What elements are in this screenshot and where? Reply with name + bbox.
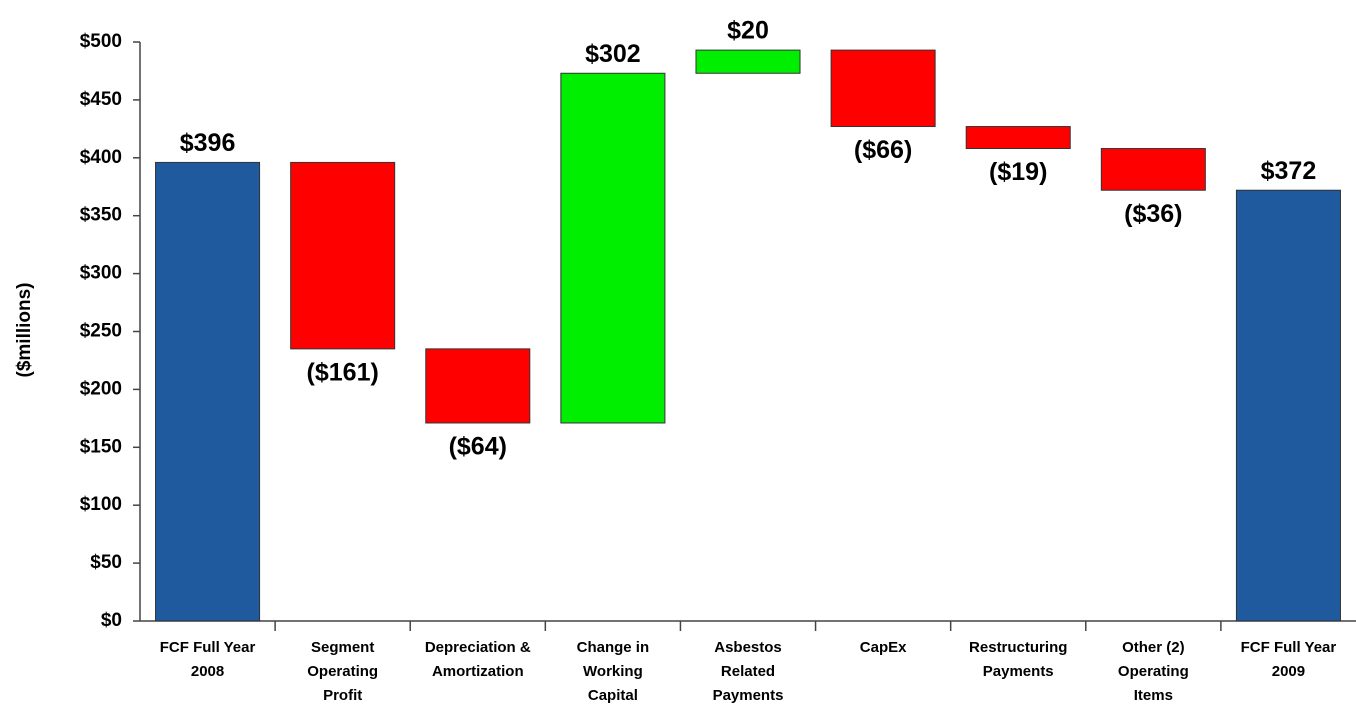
bar <box>1235 189 1341 622</box>
x-tick-label-line: Capital <box>588 687 638 704</box>
bar <box>290 161 396 350</box>
bar <box>1100 148 1206 191</box>
bar <box>695 49 801 74</box>
x-tick-label-line: Other (2) <box>1122 639 1185 656</box>
bar <box>425 348 531 424</box>
x-tick-label-line: Working <box>583 663 643 680</box>
value-label: $302 <box>585 40 641 68</box>
x-tick-label: Asbestos Related Payments <box>713 639 784 704</box>
y-tick-label: $450 <box>80 89 122 110</box>
x-tick-label-line: Asbestos <box>714 639 782 656</box>
x-tick-label-line: Segment <box>311 639 374 656</box>
y-tick-label: $350 <box>80 205 122 226</box>
y-tick-label: $0 <box>101 610 122 631</box>
y-tick-label: $50 <box>90 552 122 573</box>
y-tick-label: $300 <box>80 263 122 284</box>
x-tick-label-line: Restructuring <box>969 639 1067 656</box>
value-label: ($19) <box>989 158 1047 186</box>
y-tick-label: $500 <box>80 31 122 52</box>
x-tick-label-line: Profit <box>323 687 362 704</box>
y-axis-label: ($millions) <box>14 282 35 377</box>
x-tick-label: Segment Operating Profit <box>307 639 378 704</box>
x-tick-label-line: Amortization <box>432 663 524 680</box>
bar <box>155 161 261 622</box>
x-tick-label-line: Operating <box>1118 663 1189 680</box>
y-tick-label: $400 <box>80 147 122 168</box>
x-tick-label-line: Payments <box>983 663 1054 680</box>
value-label: $20 <box>727 17 769 45</box>
value-label: $372 <box>1261 157 1317 185</box>
value-label: ($36) <box>1124 200 1182 228</box>
x-tick-label-line: Items <box>1134 687 1173 704</box>
x-tick-label-line: FCF Full Year <box>1241 639 1337 656</box>
x-tick-label: FCF Full Year 2009 <box>1241 639 1337 680</box>
y-tick-label: $100 <box>80 494 122 515</box>
value-label: ($161) <box>307 358 379 386</box>
x-tick-label: FCF Full Year 2008 <box>160 639 256 680</box>
x-tick-label: Restructuring Payments <box>969 639 1067 680</box>
x-tick-label: Depreciation & Amortization <box>425 639 531 680</box>
bar <box>965 126 1071 150</box>
value-label: ($66) <box>854 136 912 164</box>
x-tick-label-line: 2008 <box>191 663 224 680</box>
x-tick-label-line: Operating <box>307 663 378 680</box>
x-tick-label-line: 2009 <box>1272 663 1305 680</box>
y-tick-label: $250 <box>80 321 122 342</box>
bar <box>560 72 666 424</box>
x-tick-label: Other (2) Operating Items <box>1118 639 1189 704</box>
bar <box>830 49 936 128</box>
x-tick-label-line: Depreciation & <box>425 639 531 656</box>
x-tick-label: Change in Working Capital <box>577 639 650 704</box>
x-tick-label-line: Related <box>721 663 775 680</box>
value-label: ($64) <box>449 433 507 461</box>
x-tick-label-line: Change in <box>577 639 650 656</box>
x-tick-label-line: Payments <box>713 687 784 704</box>
x-tick-label-line: FCF Full Year <box>160 639 256 656</box>
x-tick-label-line: CapEx <box>860 639 907 656</box>
y-tick-label: $150 <box>80 436 122 457</box>
x-tick-label: CapEx <box>860 639 907 656</box>
value-label: $396 <box>180 129 236 157</box>
y-tick-label: $200 <box>80 378 122 399</box>
